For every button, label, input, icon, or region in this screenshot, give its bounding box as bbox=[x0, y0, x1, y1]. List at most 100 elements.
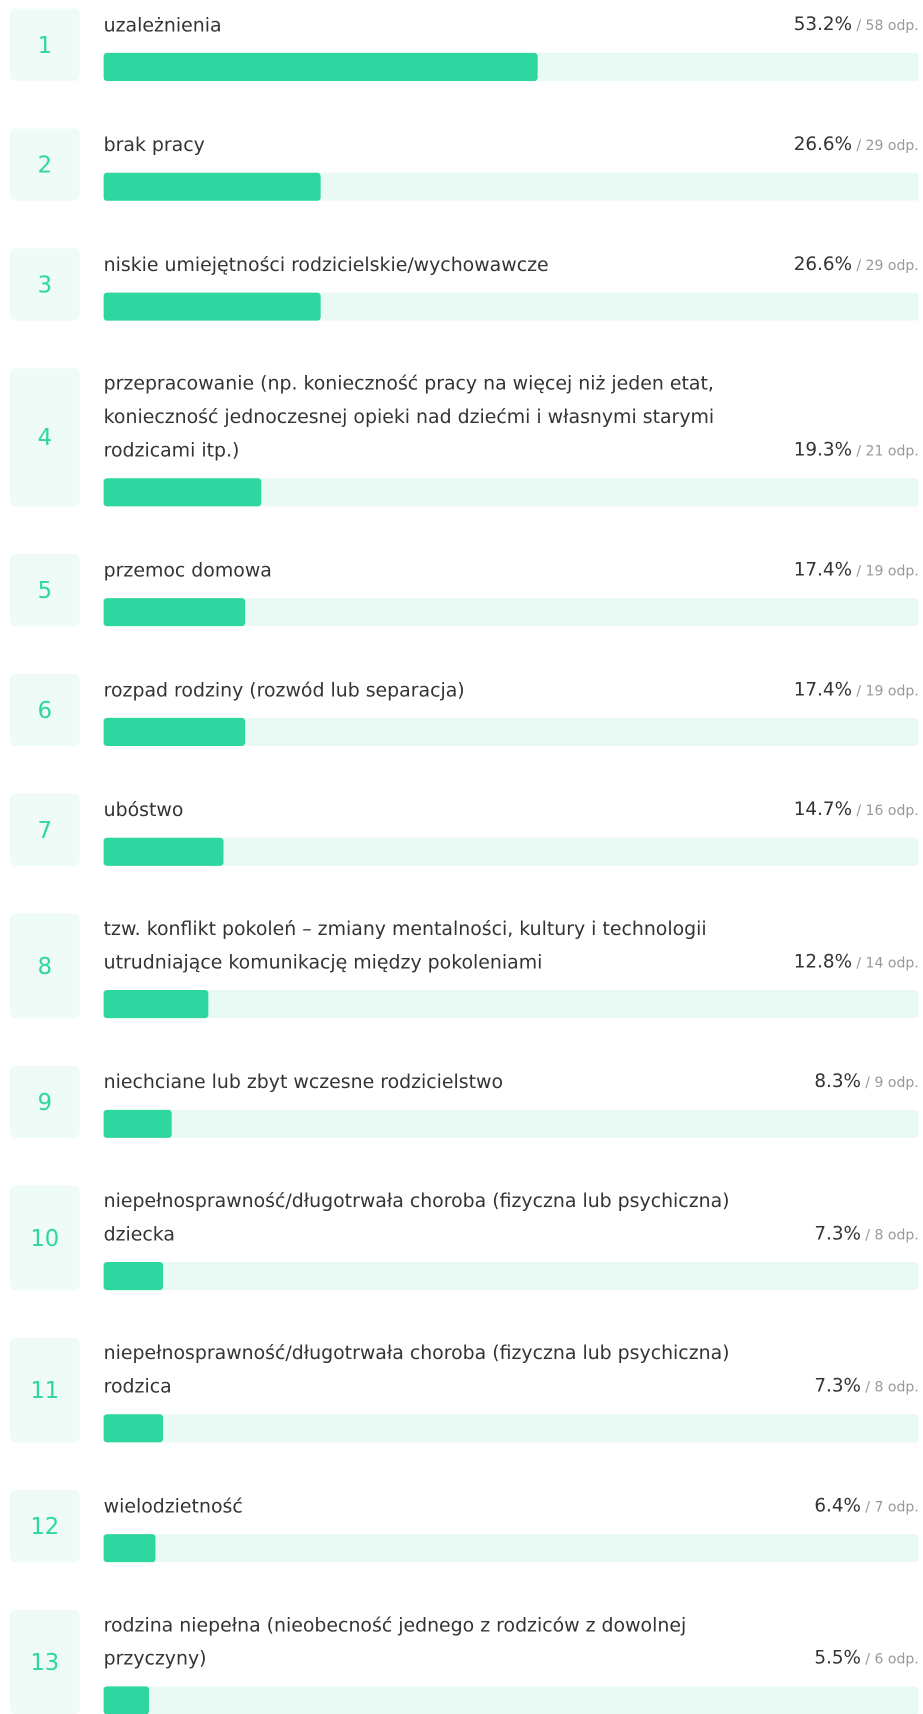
rank-number: 3 bbox=[9, 248, 80, 321]
answer-label: niepełnosprawność/długotrwała choroba (f… bbox=[103, 1343, 730, 1399]
answer-label: przepracowanie (np. konieczność pracy na… bbox=[103, 373, 715, 463]
result-header: ubóstwo 14.7%/ 16 odp. bbox=[104, 794, 919, 829]
rank-number: 1 bbox=[9, 8, 80, 81]
bar-track bbox=[103, 989, 919, 1019]
result-content: przepracowanie (np. konieczność pracy na… bbox=[103, 368, 919, 507]
result-row: 7 ubóstwo 14.7%/ 16 odp. bbox=[0, 793, 923, 866]
percent-block: 12.8%/ 14 odp. bbox=[794, 946, 919, 981]
count-label: / 9 odp. bbox=[865, 1075, 919, 1092]
count-label: / 19 odp. bbox=[856, 563, 919, 580]
percent-label: 8.3% bbox=[814, 1070, 861, 1093]
answer-label: niskie umiejętności rodzicielskie/wychow… bbox=[103, 254, 549, 277]
count-label: / 21 odp. bbox=[856, 443, 919, 460]
count-label: / 29 odp. bbox=[856, 258, 919, 275]
result-header: wielodzietność 6.4%/ 7 odp. bbox=[104, 1490, 919, 1525]
rank-number: 12 bbox=[9, 1489, 80, 1563]
bar bbox=[103, 52, 538, 81]
result-header: przepracowanie (np. konieczność pracy na… bbox=[104, 368, 919, 468]
bar-track bbox=[103, 478, 919, 507]
bar bbox=[103, 1109, 172, 1138]
result-header: niskie umiejętności rodzicielskie/wychow… bbox=[104, 248, 919, 283]
percent-label: 26.6% bbox=[793, 253, 853, 276]
result-header: niepełnosprawność/długotrwała choroba (f… bbox=[104, 1338, 919, 1405]
bar-track bbox=[103, 292, 919, 321]
bar-track bbox=[103, 1262, 919, 1291]
result-header: przemoc domowa 17.4%/ 19 odp. bbox=[104, 554, 919, 589]
answer-label: ubóstwo bbox=[103, 799, 184, 822]
count-label: / 14 odp. bbox=[856, 955, 919, 972]
count-label: / 6 odp. bbox=[865, 1651, 919, 1668]
rank-number: 9 bbox=[9, 1065, 80, 1138]
result-row: 9 niechciane lub zbyt wczesne rodzicielst… bbox=[0, 1065, 923, 1138]
answer-label: wielodzietność bbox=[103, 1496, 243, 1518]
percent-label: 19.3% bbox=[793, 439, 853, 461]
bar-track bbox=[103, 172, 919, 201]
percent-block: 14.7%/ 16 odp. bbox=[794, 794, 919, 829]
bar bbox=[103, 478, 261, 507]
result-content: wielodzietność 6.4%/ 7 odp. bbox=[103, 1490, 919, 1563]
rank-number: 7 bbox=[9, 793, 80, 866]
count-label: / 29 odp. bbox=[856, 138, 919, 155]
rank-number: 11 bbox=[9, 1337, 80, 1443]
bar bbox=[103, 717, 246, 747]
answer-label: przemoc domowa bbox=[103, 560, 272, 582]
result-row: 12 wielodzietność 6.4%/ 7 odp. bbox=[0, 1489, 923, 1563]
percent-block: 26.6%/ 29 odp. bbox=[794, 128, 919, 163]
bar-track bbox=[103, 52, 919, 81]
rank-number: 5 bbox=[9, 553, 80, 627]
bar bbox=[103, 598, 246, 627]
answer-label: brak pracy bbox=[103, 134, 205, 157]
answer-label: uzależnienia bbox=[103, 15, 222, 37]
result-content: uzależnienia 53.2%/ 58 odp. bbox=[103, 9, 919, 81]
result-header: rodzina niepełna (nieobecność jednego z … bbox=[104, 1610, 919, 1677]
bar-track bbox=[103, 1109, 919, 1138]
bar-track bbox=[103, 1686, 919, 1714]
result-header: niepełnosprawność/długotrwała choroba (f… bbox=[104, 1185, 919, 1252]
count-label: / 8 odp. bbox=[865, 1379, 919, 1396]
percent-label: 53.2% bbox=[793, 14, 853, 36]
answer-label: tzw. konflikt pokoleń – zmiany mentalnoś… bbox=[103, 918, 707, 974]
result-row: 13 rodzina niepełna (nieobecność jednego … bbox=[0, 1609, 923, 1714]
count-label: / 16 odp. bbox=[856, 803, 919, 820]
result-content: ubóstwo 14.7%/ 16 odp. bbox=[103, 794, 919, 866]
result-row: 2 brak pracy 26.6%/ 29 odp. bbox=[0, 128, 923, 201]
rank-number: 13 bbox=[9, 1609, 80, 1714]
percent-block: 19.3%/ 21 odp. bbox=[794, 434, 919, 469]
percent-block: 6.4%/ 7 odp. bbox=[814, 1490, 918, 1525]
result-content: niskie umiejętności rodzicielskie/wychow… bbox=[103, 248, 919, 321]
result-row: 10 niepełnosprawność/długotrwała choroba … bbox=[0, 1185, 923, 1291]
rank-number: 10 bbox=[9, 1185, 80, 1291]
bar-track bbox=[103, 598, 919, 627]
count-label: / 7 odp. bbox=[865, 1499, 919, 1516]
count-label: / 19 odp. bbox=[856, 683, 919, 700]
percent-block: 8.3%/ 9 odp. bbox=[814, 1066, 918, 1101]
result-content: brak pracy 26.6%/ 29 odp. bbox=[103, 128, 919, 201]
result-row: 8 tzw. konflikt pokoleń – zmiany mentalno… bbox=[0, 913, 923, 1019]
answer-label: rozpad rodziny (rozwód lub separacja) bbox=[103, 680, 465, 702]
percent-block: 17.4%/ 19 odp. bbox=[794, 554, 919, 589]
result-header: uzależnienia 53.2%/ 58 odp. bbox=[104, 9, 919, 44]
count-label: / 8 odp. bbox=[865, 1227, 919, 1244]
result-content: przemoc domowa 17.4%/ 19 odp. bbox=[103, 554, 919, 627]
rank-number: 4 bbox=[9, 368, 80, 507]
bar bbox=[103, 172, 321, 201]
result-row: 3 niskie umiejętności rodzicielskie/wycho… bbox=[0, 248, 923, 321]
percent-block: 5.5%/ 6 odp. bbox=[814, 1642, 918, 1677]
bar bbox=[103, 1414, 164, 1443]
percent-block: 17.4%/ 19 odp. bbox=[794, 674, 919, 709]
result-row: 11 niepełnosprawność/długotrwała choroba … bbox=[0, 1337, 923, 1443]
answer-label: rodzina niepełna (nieobecność jednego z … bbox=[103, 1615, 687, 1671]
result-content: rodzina niepełna (nieobecność jednego z … bbox=[103, 1610, 919, 1714]
result-content: niechciane lub zbyt wczesne rodzicielstw… bbox=[103, 1066, 919, 1138]
percent-label: 7.3% bbox=[814, 1223, 861, 1245]
result-header: brak pracy 26.6%/ 29 odp. bbox=[104, 128, 919, 163]
bar-track bbox=[103, 1534, 919, 1563]
result-header: niechciane lub zbyt wczesne rodzicielstw… bbox=[104, 1066, 919, 1101]
bar bbox=[103, 292, 321, 321]
percent-label: 14.7% bbox=[793, 798, 853, 821]
result-content: niepełnosprawność/długotrwała choroba (f… bbox=[103, 1185, 919, 1291]
percent-block: 7.3%/ 8 odp. bbox=[814, 1218, 918, 1253]
percent-label: 5.5% bbox=[814, 1647, 861, 1670]
